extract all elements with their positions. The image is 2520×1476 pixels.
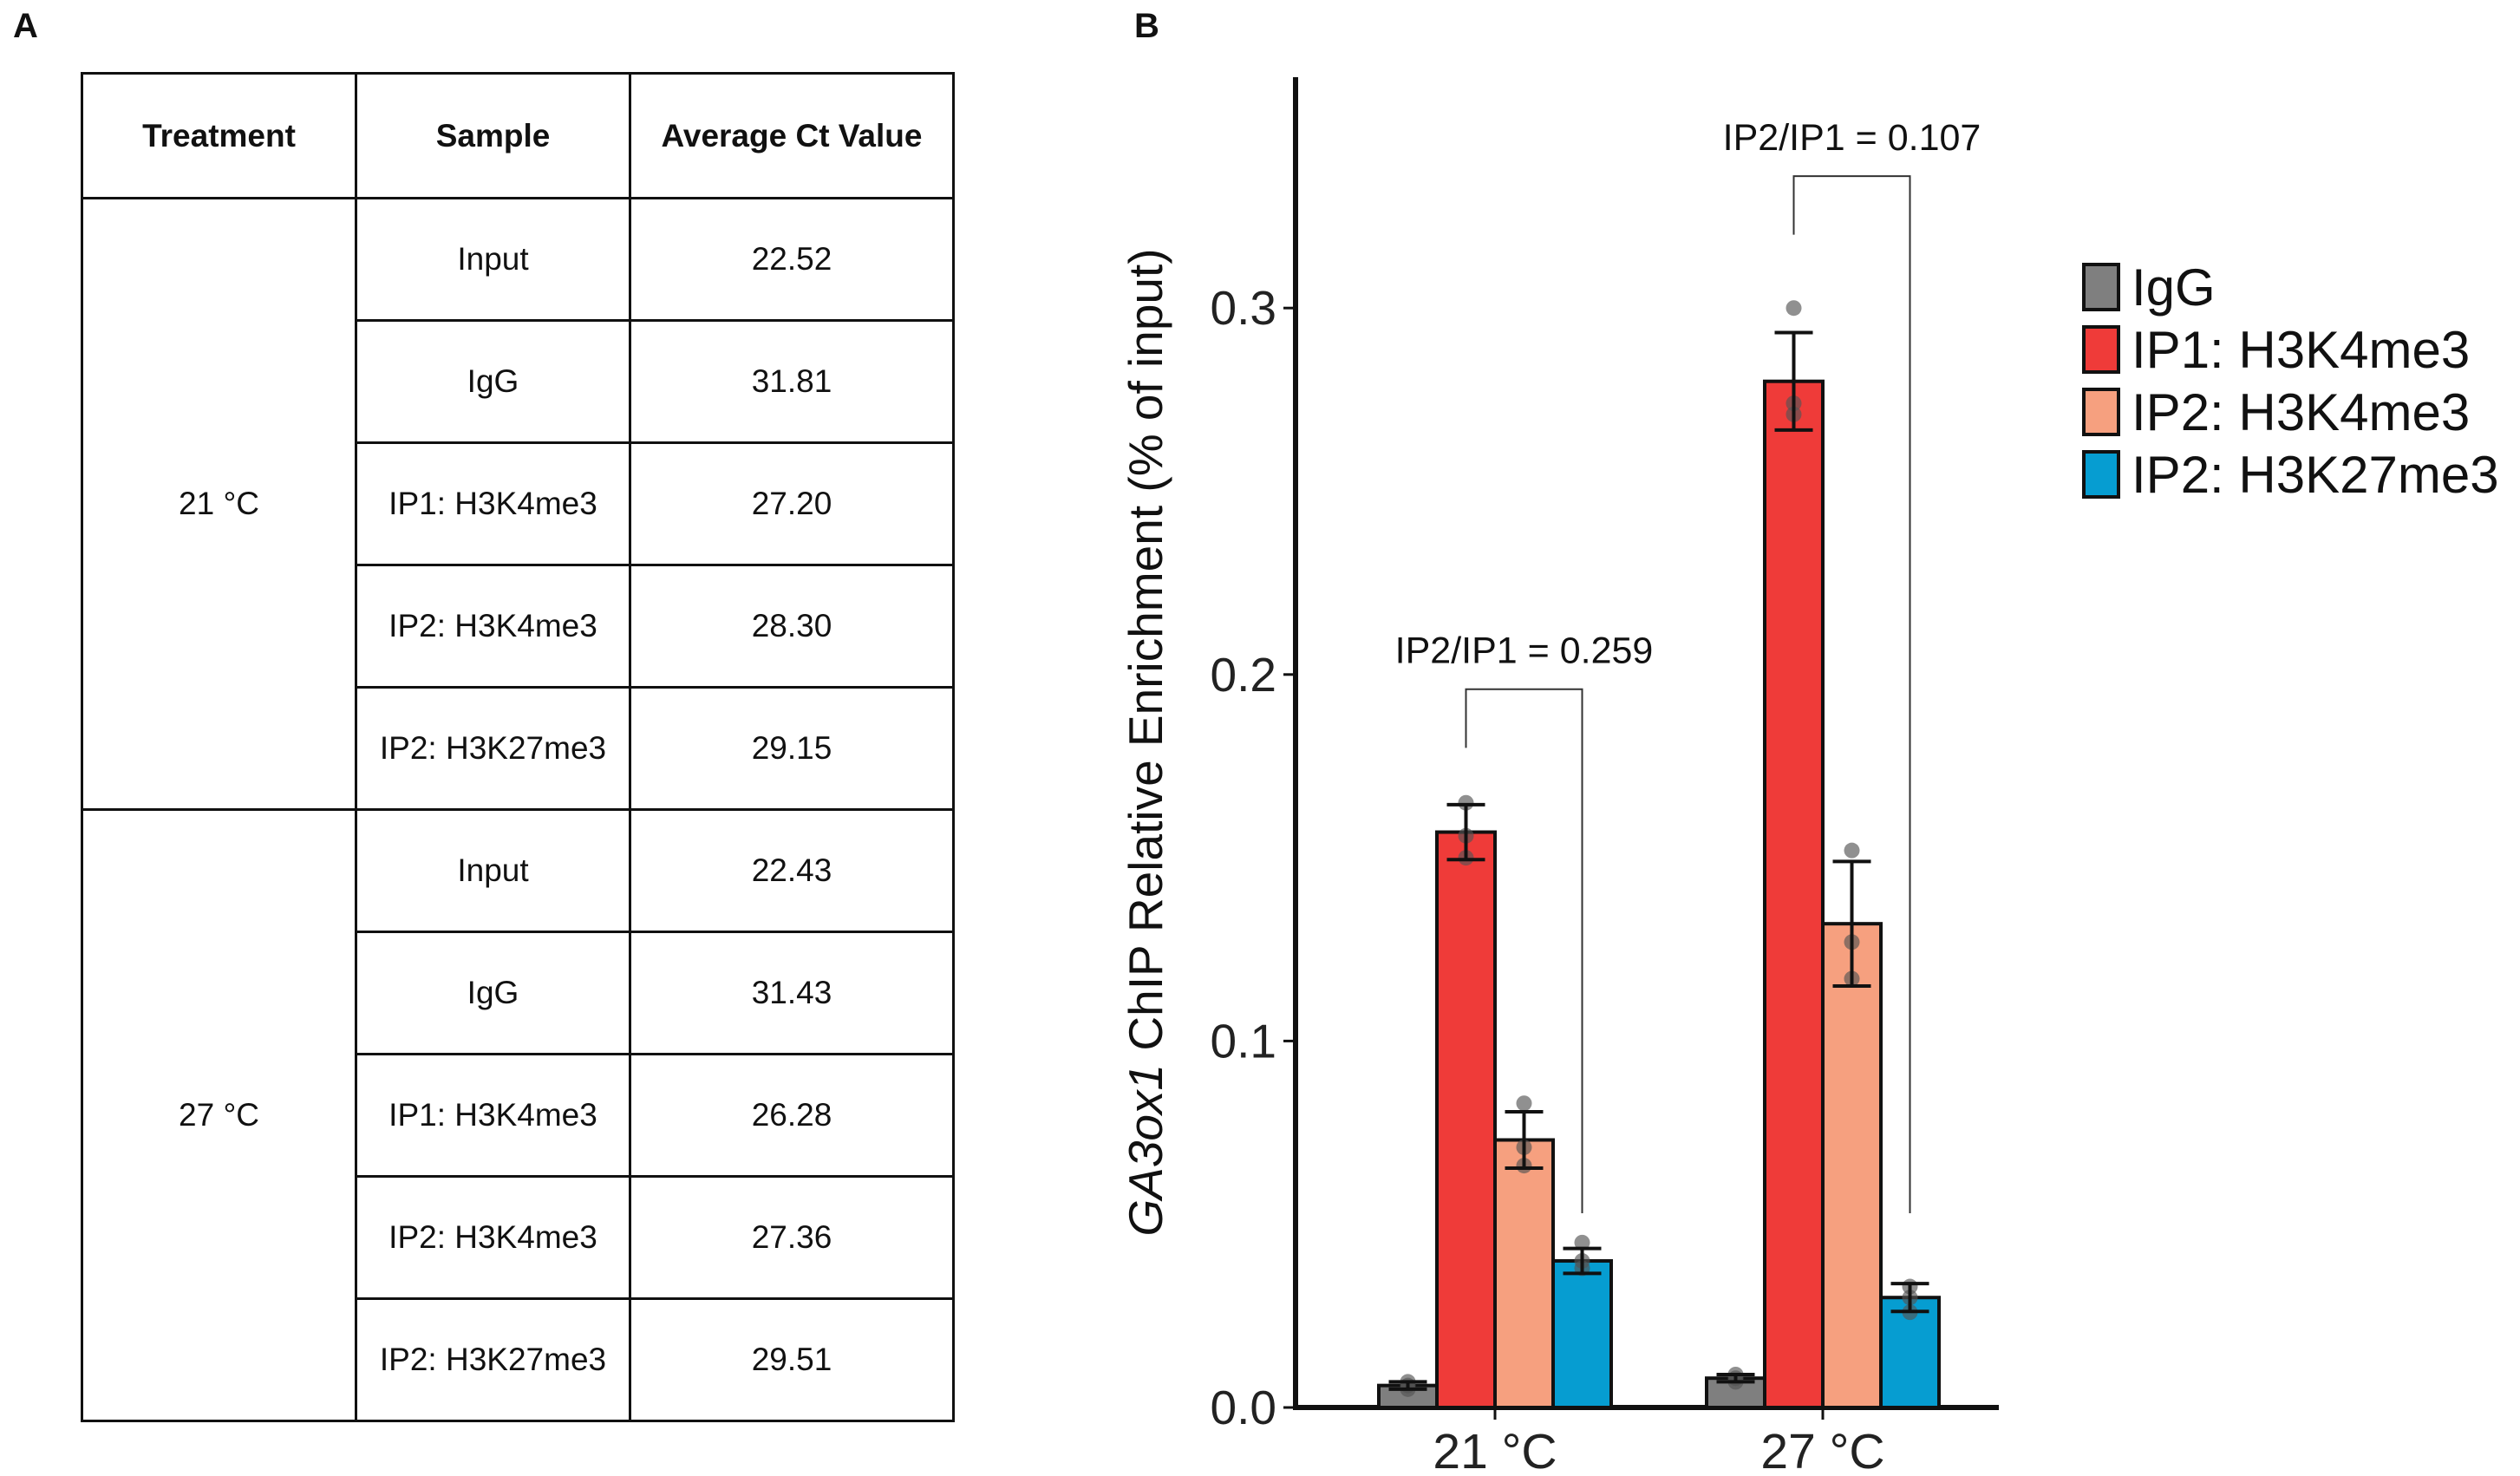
data-point xyxy=(1786,300,1802,317)
table-row: 21 °C Input 22.52 xyxy=(81,197,955,811)
ct-cell: 27.20 xyxy=(629,441,955,566)
legend-label: IP1: H3K4me3 xyxy=(2132,321,2470,379)
y-tick-label: 0.0 xyxy=(1211,1381,1276,1434)
ct-value-table: Treatment Sample Average Ct Value 21 °C I… xyxy=(81,72,955,1422)
x-tick-label: 21 °C xyxy=(1433,1424,1557,1476)
panel-label-a: A xyxy=(13,7,38,45)
ratio-bracket xyxy=(1792,175,1911,1214)
table-row: IP2: H3K4me3 27.36 xyxy=(82,1175,955,1300)
header-ct: Average Ct Value xyxy=(629,72,955,199)
ct-cell: 28.30 xyxy=(629,564,955,689)
ct-cell: 27.36 xyxy=(629,1175,955,1300)
y-tick-label: 0.2 xyxy=(1211,648,1276,702)
ct-cell: 29.51 xyxy=(629,1297,955,1422)
sample-cell: IP2: H3K27me3 xyxy=(355,1297,631,1422)
x-tick-label: 27 °C xyxy=(1760,1424,1884,1476)
bar xyxy=(1493,1138,1555,1409)
y-tick-label: 0.1 xyxy=(1211,1014,1276,1068)
table-header-row: Treatment Sample Average Ct Value xyxy=(81,72,955,199)
legend-label: IP2: H3K27me3 xyxy=(2132,446,2499,504)
y-axis-label-gene: GA3ox1 xyxy=(1119,1064,1172,1237)
sample-cell: Input xyxy=(355,197,631,322)
ct-cell: 26.28 xyxy=(629,1053,955,1178)
bar xyxy=(1763,379,1825,1410)
legend-swatch xyxy=(2082,325,2120,374)
header-treatment: Treatment xyxy=(81,72,357,199)
header-sample: Sample xyxy=(355,72,631,199)
ct-cell: 22.43 xyxy=(629,808,955,933)
sample-cell: IP2: H3K4me3 xyxy=(355,564,631,689)
ratio-annotation: IP2/IP1 = 0.107 xyxy=(1723,117,1981,159)
sample-cell: IP2: H3K4me3 xyxy=(355,1175,631,1300)
y-axis-label-text: ChIP Relative Enrichment (% of input) xyxy=(1119,248,1172,1064)
legend-label: IP2: H3K4me3 xyxy=(2132,383,2470,441)
table-row: IP1: H3K4me3 26.28 xyxy=(82,1053,955,1178)
sample-cell: IP1: H3K4me3 xyxy=(355,1053,631,1178)
ct-cell: 31.43 xyxy=(629,931,955,1055)
data-point xyxy=(1574,1234,1590,1251)
ct-cell: 31.81 xyxy=(629,319,955,444)
treatment-cell: 21 °C xyxy=(81,197,357,811)
ratio-bracket xyxy=(1465,688,1583,1214)
sample-cell: IgG xyxy=(355,319,631,444)
data-point xyxy=(1516,1095,1532,1112)
sample-cell: Input xyxy=(355,808,631,933)
data-point xyxy=(1844,842,1860,859)
ct-cell: 29.15 xyxy=(629,686,955,811)
sample-cell: IgG xyxy=(355,931,631,1055)
legend-label: IgG xyxy=(2132,258,2216,317)
table-row: IP2: H3K27me3 29.51 xyxy=(82,1297,955,1422)
table-row: IgG 31.81 xyxy=(82,319,955,444)
table-row: IP1: H3K4me3 27.20 xyxy=(82,441,955,566)
table-row: 27 °C Input 22.43 xyxy=(81,808,955,1422)
bar xyxy=(1551,1258,1613,1409)
panel-label-b: B xyxy=(1134,7,1159,45)
table-row: IgG 31.43 xyxy=(82,931,955,1055)
bar xyxy=(1435,830,1497,1409)
bar xyxy=(1821,922,1883,1409)
legend-swatch xyxy=(2082,263,2120,311)
sample-cell: IP1: H3K4me3 xyxy=(355,441,631,566)
data-point xyxy=(1458,794,1474,811)
table-row: IP2: H3K4me3 28.30 xyxy=(82,564,955,689)
ct-cell: 22.52 xyxy=(629,197,955,322)
y-axis-label: GA3ox1 ChIP Relative Enrichment (% of in… xyxy=(1119,248,1172,1236)
sample-cell: IP2: H3K27me3 xyxy=(355,686,631,811)
legend-swatch xyxy=(2082,450,2120,499)
y-tick-label: 0.3 xyxy=(1211,281,1276,335)
legend-swatch xyxy=(2082,388,2120,436)
table-row: IP2: H3K27me3 29.15 xyxy=(82,686,955,811)
treatment-cell: 27 °C xyxy=(81,808,357,1422)
ratio-annotation: IP2/IP1 = 0.259 xyxy=(1395,630,1654,672)
